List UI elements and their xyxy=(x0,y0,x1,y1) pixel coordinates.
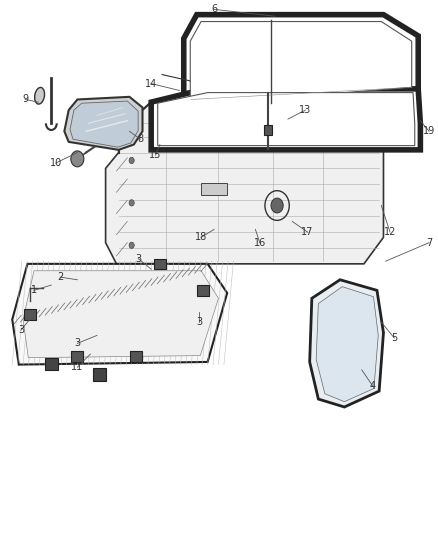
Polygon shape xyxy=(158,93,415,146)
FancyBboxPatch shape xyxy=(201,183,227,195)
Text: 19: 19 xyxy=(423,126,435,136)
FancyBboxPatch shape xyxy=(130,351,142,362)
FancyBboxPatch shape xyxy=(45,358,58,370)
Text: 18: 18 xyxy=(195,232,207,243)
Polygon shape xyxy=(184,14,418,110)
Polygon shape xyxy=(310,280,384,407)
Text: 12: 12 xyxy=(384,227,396,237)
Polygon shape xyxy=(64,97,142,150)
Text: 10: 10 xyxy=(49,158,62,168)
Circle shape xyxy=(129,125,134,132)
Text: 14: 14 xyxy=(145,78,157,88)
Polygon shape xyxy=(23,271,219,358)
Polygon shape xyxy=(151,89,420,150)
Text: 2: 2 xyxy=(57,272,63,282)
Text: 15: 15 xyxy=(149,150,162,160)
Text: 9: 9 xyxy=(22,94,28,104)
Text: 3: 3 xyxy=(135,254,141,263)
Circle shape xyxy=(129,200,134,206)
Text: 17: 17 xyxy=(301,227,314,237)
FancyBboxPatch shape xyxy=(71,351,84,362)
Text: 7: 7 xyxy=(426,238,432,248)
Polygon shape xyxy=(316,287,378,402)
FancyBboxPatch shape xyxy=(154,259,166,269)
Polygon shape xyxy=(12,264,227,365)
Text: 1: 1 xyxy=(31,285,37,295)
Circle shape xyxy=(129,157,134,164)
Polygon shape xyxy=(190,21,412,105)
Text: 6: 6 xyxy=(211,4,217,14)
Text: 5: 5 xyxy=(391,333,397,343)
Circle shape xyxy=(129,242,134,248)
Ellipse shape xyxy=(35,87,45,104)
Circle shape xyxy=(271,198,283,213)
Text: 4: 4 xyxy=(370,381,376,391)
Polygon shape xyxy=(106,102,384,264)
Text: 3: 3 xyxy=(74,338,81,349)
Text: 13: 13 xyxy=(299,105,311,115)
Text: 11: 11 xyxy=(71,362,84,372)
Text: 3: 3 xyxy=(18,325,24,335)
Text: 3: 3 xyxy=(196,317,202,327)
FancyBboxPatch shape xyxy=(197,285,209,296)
FancyBboxPatch shape xyxy=(264,125,272,135)
FancyBboxPatch shape xyxy=(93,368,106,381)
Circle shape xyxy=(71,151,84,167)
Text: 16: 16 xyxy=(254,238,266,248)
FancyBboxPatch shape xyxy=(24,309,35,319)
Text: 8: 8 xyxy=(137,134,143,144)
Polygon shape xyxy=(70,101,138,147)
